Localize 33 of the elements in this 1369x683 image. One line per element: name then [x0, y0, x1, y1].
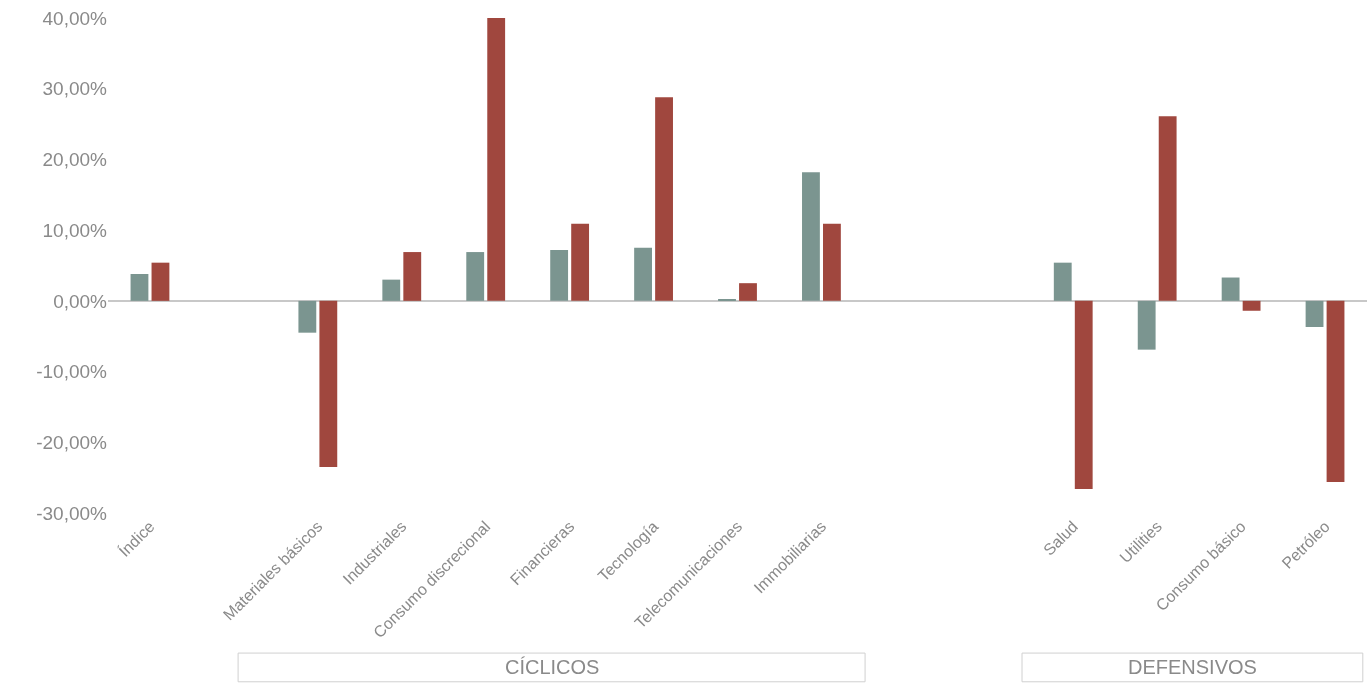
bar — [1221, 277, 1240, 301]
bar — [1242, 300, 1261, 311]
bar — [1053, 262, 1072, 301]
bar — [151, 262, 170, 301]
text: CÍCLICOS — [505, 656, 600, 678]
y-tick-label: 20,00% — [42, 149, 108, 171]
y-tick-label: -20,00% — [36, 431, 108, 453]
y-tick-label: 40,00% — [42, 7, 108, 29]
bar — [466, 252, 485, 301]
bar — [382, 279, 401, 301]
text: DEFENSIVOS — [1128, 656, 1257, 678]
bar — [634, 247, 652, 301]
bar — [655, 97, 673, 301]
bar — [298, 300, 317, 333]
bar — [403, 252, 422, 301]
bar — [1326, 300, 1345, 482]
bar — [319, 300, 338, 468]
bar — [823, 223, 841, 301]
bar — [550, 249, 569, 301]
bar — [571, 223, 590, 301]
bar — [1074, 300, 1093, 489]
y-tick-label: 10,00% — [42, 219, 108, 241]
bar — [130, 273, 149, 301]
y-tick-label: -30,00% — [36, 502, 108, 524]
bar — [1137, 300, 1156, 350]
bar — [1158, 116, 1177, 301]
y-tick-label: -10,00% — [36, 361, 108, 383]
bar — [739, 283, 757, 301]
y-tick-label: 0,00% — [53, 290, 108, 312]
bar — [487, 18, 506, 301]
bar — [802, 172, 820, 301]
bar — [1305, 300, 1324, 328]
y-tick-label: 30,00% — [42, 78, 108, 100]
